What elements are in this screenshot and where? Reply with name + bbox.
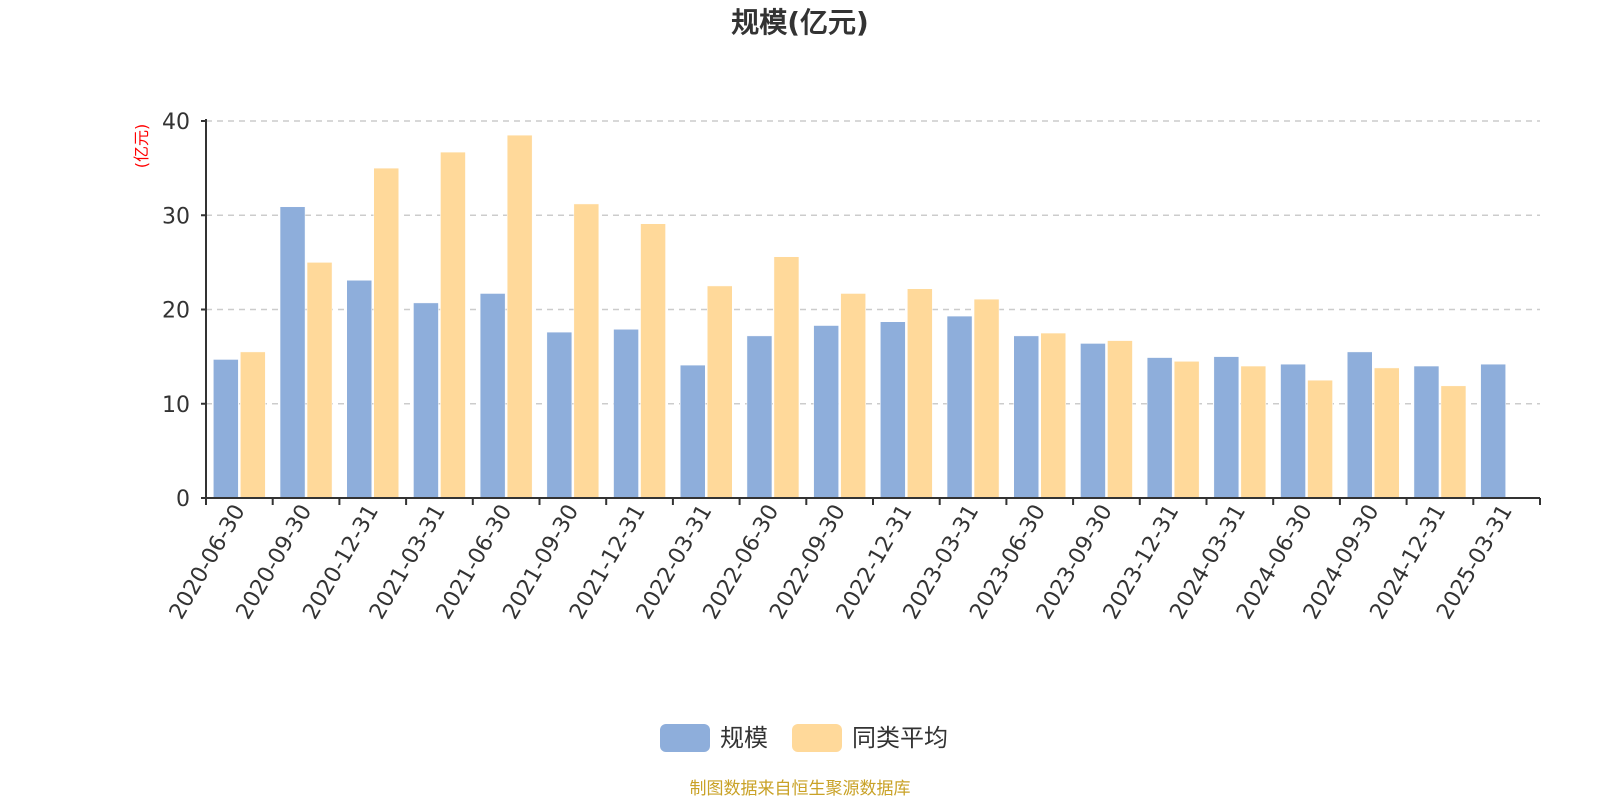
- bar-peer-avg: [907, 288, 933, 499]
- bar-fund: [1480, 363, 1506, 499]
- bar-fund: [746, 335, 773, 499]
- bar-peer-avg: [1173, 361, 1200, 499]
- bar-peer-avg: [973, 298, 1000, 499]
- y-tick-labels: 0 10 20 30 40: [162, 110, 190, 512]
- legend: 规模 同类平均: [660, 724, 948, 752]
- bar-peer-avg: [440, 151, 466, 499]
- bar-peer-avg: [640, 223, 666, 499]
- y-axis-unit-label: (亿元): [132, 124, 151, 169]
- bars: [213, 134, 1506, 499]
- legend-swatch: [792, 724, 842, 752]
- bar-fund: [813, 325, 839, 499]
- bar-fund: [946, 315, 973, 499]
- bar-fund: [880, 321, 906, 499]
- bar-peer-avg: [1040, 332, 1066, 499]
- y-tick-label: 0: [176, 487, 190, 512]
- bar-peer-avg: [240, 351, 266, 499]
- bar-peer-avg: [773, 256, 800, 499]
- bar-peer-avg: [1440, 385, 1467, 499]
- bar-peer-avg: [306, 262, 333, 499]
- y-tick-label: 40: [162, 110, 190, 135]
- axes: [201, 119, 1541, 505]
- x-tick-labels: 2020-06-302020-09-302020-12-312021-03-31…: [165, 501, 1518, 624]
- legend-label: 同类平均: [852, 724, 948, 752]
- bar-peer-avg: [1107, 340, 1133, 499]
- bar-peer-avg: [840, 293, 866, 499]
- y-tick-label: 20: [162, 299, 190, 324]
- legend-label: 规模: [720, 724, 768, 752]
- bar-fund: [1347, 351, 1373, 499]
- bar-peer-avg: [573, 203, 600, 499]
- bar-peer-avg: [707, 285, 733, 499]
- bar-fund: [413, 302, 439, 499]
- bar-fund: [680, 364, 706, 499]
- bar-fund: [279, 206, 306, 499]
- bar-peer-avg: [1307, 379, 1333, 499]
- y-tick-label: 30: [162, 204, 190, 229]
- bar-fund: [1080, 343, 1106, 499]
- bar-fund: [1146, 357, 1173, 499]
- chart-title: 规模(亿元): [731, 6, 869, 39]
- bar-fund: [346, 280, 372, 499]
- gridlines: [206, 120, 1540, 405]
- bar-fund: [1213, 356, 1240, 499]
- legend-swatch: [660, 724, 710, 752]
- bar-fund: [546, 331, 573, 499]
- bar-peer-avg: [373, 167, 399, 499]
- source-note: 制图数据来自恒生聚源数据库: [690, 779, 911, 799]
- bar-fund: [479, 293, 506, 499]
- bar-peer-avg: [506, 134, 533, 499]
- bar-fund: [1280, 363, 1306, 499]
- bar-peer-avg: [1240, 365, 1267, 499]
- bar-fund: [613, 329, 639, 499]
- bar-fund: [213, 359, 239, 499]
- y-tick-label: 10: [162, 393, 190, 418]
- bar-fund: [1013, 335, 1039, 499]
- bar-fund: [1413, 365, 1440, 499]
- bar-peer-avg: [1374, 367, 1400, 499]
